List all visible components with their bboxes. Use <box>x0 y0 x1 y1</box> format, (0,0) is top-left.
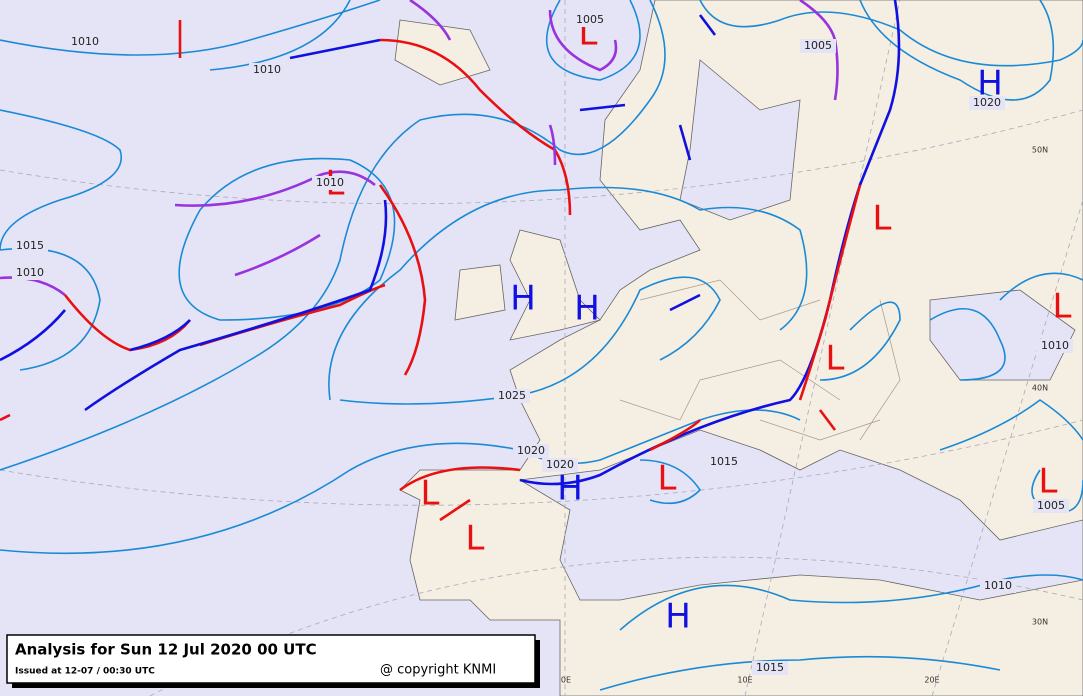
grid-label: 10E <box>737 676 752 685</box>
isobar-label: 1020 <box>973 96 1001 109</box>
isobar-label-bg <box>494 389 530 403</box>
isobar-label-bg <box>67 35 103 49</box>
isobar-label: 1010 <box>71 35 99 48</box>
pressure-center: L <box>873 199 892 239</box>
isobar-label: 1015 <box>16 239 44 252</box>
grid-labels: 50N 40N 30N 0E 10E 20E <box>561 146 1048 685</box>
borders <box>619 279 901 441</box>
issued: Issued at 12-07 / 00:30 UTC <box>15 667 155 677</box>
pressure-center: L <box>1039 462 1058 502</box>
iceland <box>394 19 491 86</box>
isobar-label: 1010 <box>253 63 281 76</box>
mediterranean <box>518 429 1083 601</box>
isobar-label: 1010 <box>984 579 1012 592</box>
isobar-label: 1005 <box>804 39 832 52</box>
pressure-center: H <box>574 289 600 329</box>
isobar-label-bg <box>969 96 1005 110</box>
title-box <box>6 634 536 684</box>
isobar-label-bg <box>572 13 608 27</box>
isobar-labels: 1010 1010 1005 1005 1020 1010 1015 1010 1010 1025… <box>12 13 1073 675</box>
isobar-label: 1010 <box>16 266 44 279</box>
grid-label: 40N <box>1032 384 1048 393</box>
grid-label: 20E <box>924 676 939 685</box>
pressure-center: H <box>665 597 691 637</box>
isobar-label-bg <box>249 63 285 77</box>
grid-label: 30N <box>1032 618 1048 627</box>
pressure-center: H <box>510 279 536 319</box>
isobar-label: 1025 <box>498 389 526 402</box>
isobar-label-bg <box>12 239 48 253</box>
pressure-center: L <box>1053 287 1072 327</box>
isobar-label: 1010 <box>316 176 344 189</box>
isobar-label: 1020 <box>546 458 574 471</box>
isobar-label-bg <box>1033 499 1069 513</box>
isobar-label: 1005 <box>1037 499 1065 512</box>
isobar-label-bg <box>542 458 578 472</box>
isobar-label: 1015 <box>756 661 784 674</box>
pressure-center: L <box>826 339 845 379</box>
isobar-label-bg <box>513 444 549 458</box>
isobar-label-bg <box>312 176 348 190</box>
pressure-center: L <box>421 474 440 514</box>
isobar-label-bg <box>1037 339 1073 353</box>
isobar-label: 1015 <box>710 455 738 468</box>
isobar-label-bg <box>980 579 1016 593</box>
isobar-label: 1010 <box>1041 339 1069 352</box>
copyright: @ copyright KNMI <box>380 663 496 678</box>
pressure-center: H <box>557 469 583 509</box>
great-britain <box>509 229 601 341</box>
isobar-label-bg <box>800 39 836 53</box>
grid-label: 0E <box>561 676 571 685</box>
pressure-center: L <box>466 519 485 559</box>
title: Analysis for Sun 12 Jul 2020 00 UTC <box>15 641 317 659</box>
ireland <box>454 264 506 321</box>
pressure-center: L <box>658 459 677 499</box>
pressure-centers: HLLLHHLLLHLLLH <box>326 14 1072 637</box>
isobar-label: 1020 <box>517 444 545 457</box>
isobar-label-bg <box>752 661 788 675</box>
black-sea <box>929 289 1076 381</box>
grid-label: 50N <box>1032 146 1048 155</box>
fronts <box>0 0 901 522</box>
isobar-label: 1005 <box>576 13 604 26</box>
isobar-label-bg <box>706 455 742 469</box>
isobar-label-bg <box>12 266 48 280</box>
